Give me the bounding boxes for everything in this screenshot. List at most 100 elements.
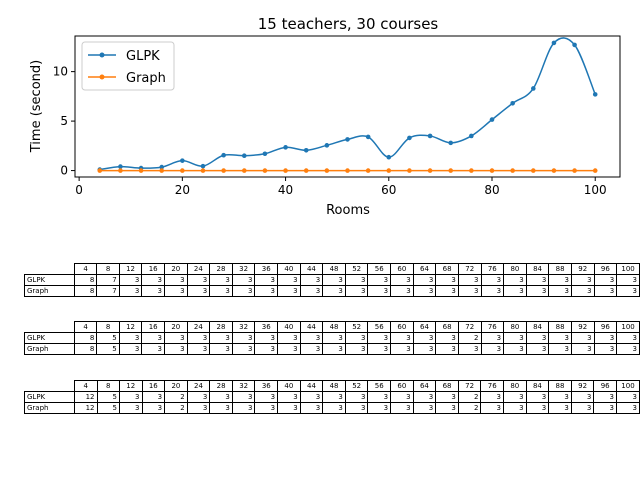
table-column-header: 60 [390, 380, 414, 392]
table-column-header: 40 [277, 263, 301, 275]
table-corner [25, 264, 75, 275]
table-cell: 8 [73, 274, 98, 286]
table-cell: 3 [412, 332, 437, 344]
table-cell: 3 [412, 274, 437, 286]
table-cell: 3 [570, 332, 595, 344]
table-cell: 3 [480, 343, 505, 355]
table-cell: 7 [96, 274, 120, 286]
results-table-3: 4 8 12 16 20 24 28 32 36 40 44 48 52 56 60 64 68 72 76 80 84… [24, 380, 640, 414]
data-point-graph [180, 168, 185, 173]
data-point-glpk [221, 152, 226, 158]
table-column-header: 36 [254, 321, 279, 333]
table-column-header: 36 [254, 380, 279, 392]
table-column-header: 20 [163, 263, 188, 275]
table-column-header: 84 [525, 263, 550, 275]
table-cell: 3 [480, 391, 505, 403]
table-cell: 3 [141, 391, 166, 403]
table-cell: 3 [141, 285, 165, 297]
data-point-glpk [427, 133, 433, 139]
table-cell: 3 [570, 343, 595, 355]
table-cell: 3 [503, 402, 527, 414]
table-column-header: 84 [525, 380, 550, 392]
data-point-glpk [489, 117, 495, 122]
data-point-graph [324, 168, 330, 173]
table-column-header: 32 [231, 263, 256, 275]
legend-marker-glpk [99, 52, 105, 58]
data-point-graph [510, 168, 515, 173]
table-cell: 3 [616, 274, 640, 286]
results-table-2: 4 8 12 16 20 24 28 32 36 40 44 48 52 56 60 64 68 72 76 80 84… [24, 321, 640, 355]
data-point-graph [572, 168, 577, 173]
table-cell: 3 [367, 274, 392, 286]
table-cell: 3 [570, 274, 595, 286]
table-cell: 3 [412, 402, 437, 414]
table-cell: 3 [435, 391, 459, 403]
table-column-header: 28 [209, 380, 233, 392]
table-column-header: 44 [299, 263, 324, 275]
table-column-header: 96 [593, 380, 617, 392]
table-row: GLPK 8 7 3 3 3 3 3 3 3 3 3 3 3 3 3 3 3 3 3 3 3 3 3 3 3 [24, 274, 640, 286]
data-point-glpk [283, 145, 288, 150]
table-cell: 3 [118, 343, 143, 355]
table-cell: 3 [209, 274, 233, 286]
table-column-header: 48 [322, 380, 346, 392]
table-cell: 3 [322, 274, 346, 286]
table-cell: 3 [299, 285, 324, 297]
legend-box [81, 41, 175, 91]
data-point-glpk [551, 40, 557, 46]
table-cell: 3 [186, 285, 211, 297]
table-column-header: 24 [186, 380, 211, 392]
table-corner [25, 381, 75, 392]
table-cell: 3 [593, 274, 618, 286]
table-column-header: 12 [118, 263, 143, 275]
table-column-header: 4 [73, 263, 98, 275]
table-column-header: 100 [616, 263, 640, 275]
table-row-label: Graph [24, 285, 75, 297]
data-point-glpk [365, 134, 371, 140]
table-cell: 3 [525, 343, 550, 355]
table-cell: 3 [412, 391, 437, 403]
table-cell: 3 [344, 391, 369, 403]
table-column-header: 72 [457, 380, 482, 392]
table-column-header: 76 [480, 380, 505, 392]
table-cell: 3 [299, 274, 324, 286]
data-point-glpk [241, 153, 247, 159]
table-column-header: 36 [254, 263, 279, 275]
table-cell: 3 [593, 285, 618, 297]
data-point-glpk [262, 151, 268, 157]
data-point-glpk [530, 86, 536, 91]
table-cell: 3 [322, 332, 346, 344]
data-point-glpk [572, 42, 577, 48]
table-cell: 3 [299, 332, 324, 344]
table-cell: 3 [277, 343, 301, 355]
table-header-row: 4 8 12 16 20 24 28 32 36 40 44 48 52 56 60 64 68 72 76 80 84… [25, 380, 640, 392]
series-layer [97, 37, 598, 173]
y-tick-label: 10 [53, 65, 68, 79]
table-cell: 3 [277, 402, 301, 414]
table-column-header: 72 [457, 263, 482, 275]
table-column-header: 96 [593, 263, 618, 275]
table-row: Graph 12 5 3 3 2 3 3 3 3 3 3 3 3 3 3 3 3 2 3 3 3 3 3 3 3 [24, 402, 640, 414]
table-column-header: 88 [548, 380, 572, 392]
x-tick-label: 100 [584, 183, 607, 197]
table-cell: 3 [254, 391, 279, 403]
table-column-header: 64 [412, 321, 437, 333]
data-point-glpk [200, 163, 206, 169]
table-cell: 3 [231, 402, 256, 414]
table-cell: 3 [480, 402, 505, 414]
table-cell: 3 [322, 391, 346, 403]
table-cell: 3 [570, 402, 595, 414]
table-cell: 3 [344, 332, 369, 344]
table-cell: 3 [186, 402, 211, 414]
table-cell: 3 [570, 391, 595, 403]
plot-area [74, 35, 621, 178]
table-cell: 3 [593, 343, 618, 355]
table-cell: 5 [96, 402, 120, 414]
table-column-header: 48 [322, 263, 346, 275]
table-cell: 3 [163, 285, 188, 297]
table-cell: 3 [277, 274, 301, 286]
table-cell: 3 [186, 391, 211, 403]
table-cell: 3 [435, 343, 459, 355]
data-point-graph [200, 168, 206, 173]
data-point-glpk [159, 164, 165, 170]
